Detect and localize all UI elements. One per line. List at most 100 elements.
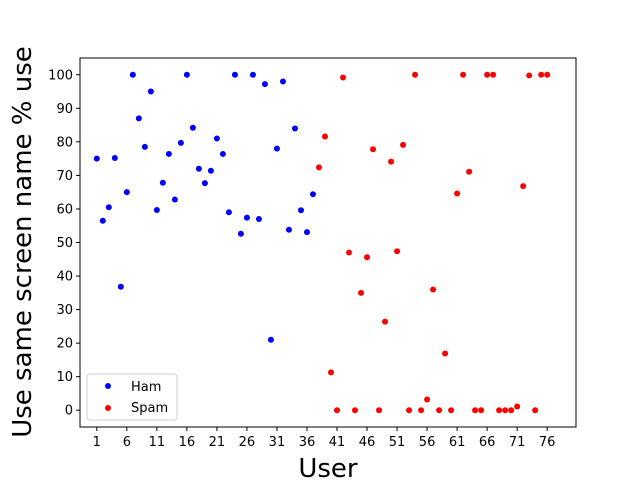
point-ham-15: [177, 139, 184, 146]
point-spam-26: [466, 168, 473, 175]
point-ham-28: [255, 216, 262, 223]
y-tick-label-0: 0: [65, 404, 73, 419]
point-spam-12: [382, 318, 389, 325]
point-ham-34: [291, 125, 298, 132]
point-spam-18: [418, 407, 425, 414]
x-tick-label-36: 36: [299, 435, 316, 450]
point-spam-14: [394, 248, 401, 255]
point-spam-5: [340, 74, 347, 81]
point-spam-8: [358, 289, 365, 296]
point-ham-19: [201, 180, 208, 187]
point-spam-9: [364, 254, 371, 261]
point-ham-12: [159, 179, 166, 186]
point-ham-24: [231, 71, 238, 78]
point-spam-4: [334, 407, 341, 414]
point-spam-35: [520, 183, 527, 190]
x-tick-label-21: 21: [209, 435, 226, 450]
point-ham-18: [195, 165, 202, 172]
point-spam-39: [544, 71, 551, 78]
point-ham-9: [141, 143, 148, 150]
point-spam-15: [400, 141, 407, 148]
y-tick-label-40: 40: [56, 270, 73, 285]
point-ham-2: [99, 217, 106, 224]
point-spam-24: [454, 190, 461, 197]
x-tick-label-66: 66: [479, 435, 496, 450]
point-ham-27: [249, 71, 256, 78]
point-spam-11: [376, 407, 383, 414]
y-tick-label-90: 90: [56, 102, 73, 117]
point-ham-33: [285, 226, 292, 233]
plot-area: [80, 58, 576, 427]
point-ham-30: [267, 336, 274, 343]
point-ham-1: [93, 155, 100, 162]
point-ham-7: [129, 71, 136, 78]
legend-label-spam: Spam: [131, 401, 168, 416]
y-tick-label-70: 70: [56, 169, 73, 184]
point-ham-5: [117, 283, 124, 290]
legend-marker-spam: [105, 405, 111, 411]
point-ham-6: [123, 189, 130, 196]
point-ham-29: [261, 81, 268, 88]
point-ham-36: [303, 229, 310, 236]
point-ham-23: [225, 209, 232, 216]
point-spam-31: [496, 407, 503, 414]
point-spam-23: [448, 407, 455, 414]
y-tick-label-10: 10: [56, 370, 73, 385]
point-spam-19: [424, 396, 431, 403]
point-ham-26: [243, 214, 250, 221]
point-spam-30: [490, 71, 497, 78]
point-ham-31: [273, 145, 280, 152]
y-tick-label-100: 100: [48, 68, 73, 83]
x-axis-label: User: [298, 454, 358, 480]
y-tick-label-60: 60: [56, 202, 73, 217]
x-tick-label-26: 26: [239, 435, 256, 450]
point-ham-14: [171, 196, 178, 203]
point-spam-27: [472, 407, 479, 414]
point-ham-20: [207, 167, 214, 174]
point-spam-22: [442, 350, 449, 357]
point-spam-37: [532, 407, 539, 414]
point-spam-21: [436, 407, 443, 414]
point-spam-33: [508, 407, 515, 414]
point-ham-3: [105, 204, 112, 211]
point-spam-10: [370, 146, 377, 153]
point-spam-16: [406, 407, 413, 414]
x-tick-label-6: 6: [123, 435, 131, 450]
point-spam-32: [502, 407, 509, 414]
x-ticks: 1 6 11 16 21 26 31 36 41 46 51 56 61 66 71 76: [93, 427, 556, 450]
point-ham-16: [183, 71, 190, 78]
x-tick-label-76: 76: [539, 435, 556, 450]
point-spam-17: [412, 71, 419, 78]
point-ham-8: [135, 115, 142, 122]
x-tick-label-11: 11: [149, 435, 166, 450]
point-spam-2: [322, 133, 328, 140]
x-tick-label-56: 56: [419, 435, 436, 450]
point-ham-17: [189, 124, 196, 131]
x-tick-label-1: 1: [93, 435, 101, 450]
point-spam-20: [430, 286, 437, 293]
x-tick-label-46: 46: [359, 435, 376, 450]
point-ham-13: [165, 150, 172, 157]
point-spam-7: [352, 407, 359, 414]
point-spam-34: [514, 403, 521, 410]
point-ham-11: [153, 206, 160, 213]
point-spam-28: [478, 407, 485, 414]
point-ham-32: [279, 78, 286, 85]
point-ham-4: [111, 154, 118, 161]
y-ticks: 0 10 20 30 40 50 60 70 80 90 100: [48, 68, 80, 419]
point-ham-10: [147, 88, 154, 95]
y-tick-label-50: 50: [56, 236, 73, 251]
points-layer: [93, 71, 551, 414]
x-tick-label-51: 51: [389, 435, 406, 450]
point-spam-13: [388, 158, 395, 165]
point-spam-25: [460, 71, 467, 78]
legend: Ham Spam: [86, 373, 178, 421]
x-tick-label-71: 71: [509, 435, 526, 450]
point-spam-38: [538, 71, 545, 78]
point-ham-37: [309, 191, 316, 198]
y-tick-label-30: 30: [56, 303, 73, 318]
point-ham-21: [213, 135, 220, 142]
point-ham-22: [219, 150, 226, 157]
y-axis-label: Use same screen name % use: [8, 46, 38, 438]
